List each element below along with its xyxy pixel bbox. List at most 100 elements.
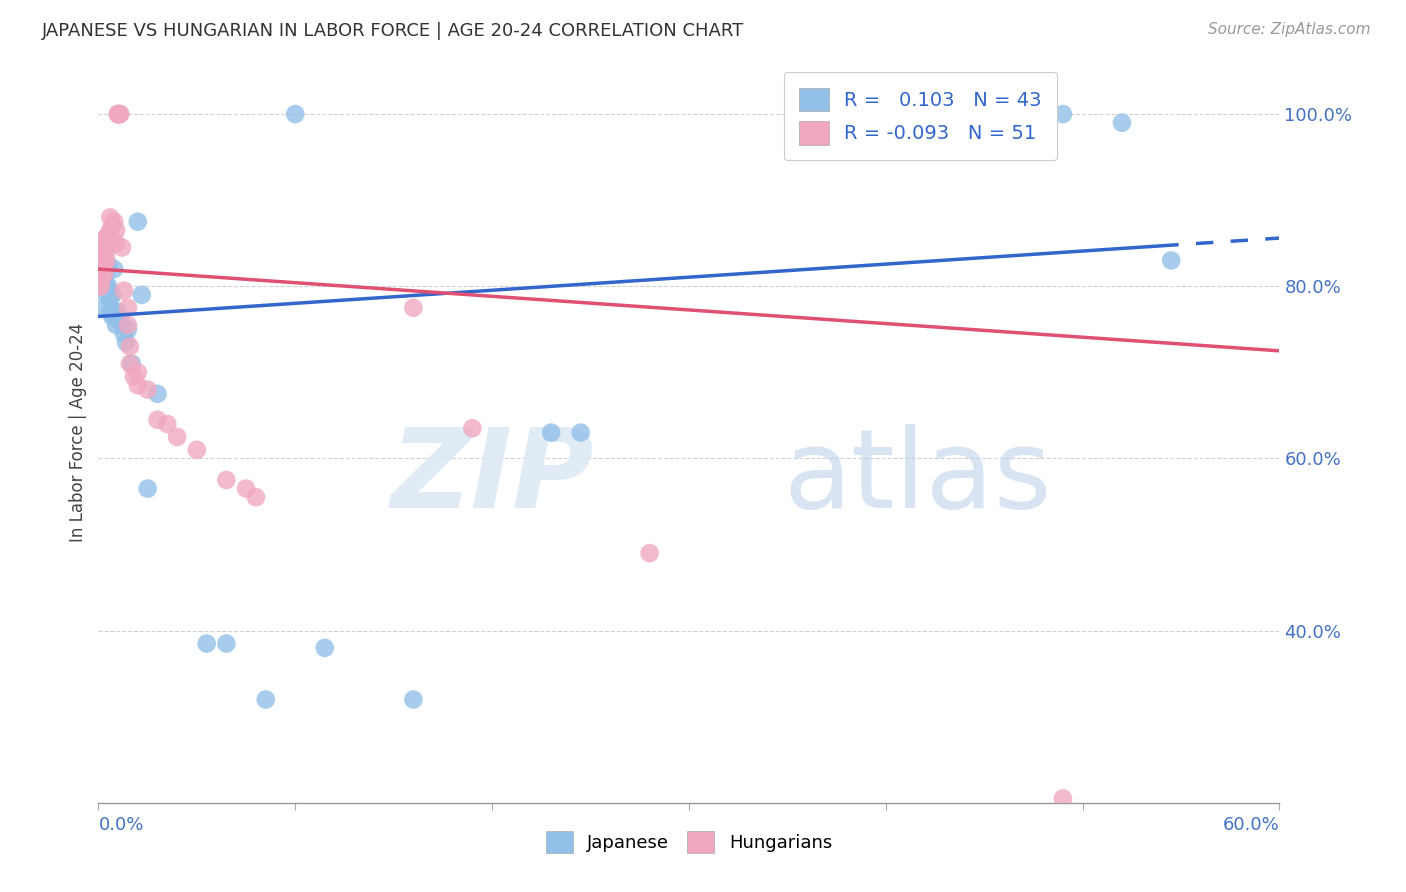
Point — [127, 378, 149, 392]
Point — [96, 279, 118, 293]
Point — [89, 279, 111, 293]
Point — [101, 219, 124, 233]
Point — [107, 305, 129, 319]
Point — [105, 236, 128, 251]
Point — [89, 262, 111, 277]
Point — [107, 107, 129, 121]
Point — [97, 227, 120, 242]
Point — [108, 107, 131, 121]
Point — [108, 314, 131, 328]
Text: ZIP: ZIP — [391, 424, 595, 531]
Point — [93, 244, 115, 259]
Point — [146, 413, 169, 427]
Point — [461, 421, 484, 435]
Point — [98, 211, 121, 225]
Point — [93, 266, 115, 280]
Point — [103, 262, 125, 277]
Point — [107, 107, 129, 121]
Point — [89, 284, 111, 298]
Point — [93, 279, 115, 293]
Legend: Japanese, Hungarians: Japanese, Hungarians — [538, 824, 839, 861]
Point — [115, 335, 138, 350]
Point — [254, 692, 277, 706]
Point — [98, 305, 121, 319]
Point — [97, 258, 120, 272]
Point — [89, 266, 111, 280]
Point — [166, 430, 188, 444]
Point — [146, 387, 169, 401]
Point — [131, 288, 153, 302]
Text: 60.0%: 60.0% — [1223, 815, 1279, 834]
Point — [91, 270, 114, 285]
Text: Source: ZipAtlas.com: Source: ZipAtlas.com — [1208, 22, 1371, 37]
Point — [93, 253, 115, 268]
Point — [108, 107, 131, 121]
Point — [93, 232, 115, 246]
Point — [118, 357, 141, 371]
Point — [186, 442, 208, 457]
Point — [107, 107, 129, 121]
Point — [117, 301, 139, 315]
Point — [284, 107, 307, 121]
Point — [1111, 116, 1133, 130]
Point — [91, 262, 114, 277]
Text: 0.0%: 0.0% — [98, 815, 143, 834]
Point — [96, 266, 118, 280]
Point — [215, 636, 238, 650]
Point — [98, 292, 121, 306]
Point — [89, 253, 111, 268]
Y-axis label: In Labor Force | Age 20-24: In Labor Force | Age 20-24 — [69, 323, 87, 542]
Text: atlas: atlas — [783, 424, 1052, 531]
Point — [91, 244, 114, 259]
Point — [107, 107, 129, 121]
Point — [540, 425, 562, 440]
Point — [103, 215, 125, 229]
Point — [101, 310, 124, 324]
Point — [121, 357, 143, 371]
Point — [112, 326, 135, 341]
Point — [97, 279, 120, 293]
Point — [89, 279, 111, 293]
Point — [96, 253, 118, 268]
Point — [1160, 253, 1182, 268]
Point — [111, 240, 134, 255]
Point — [96, 232, 118, 246]
Point — [96, 244, 118, 259]
Point — [91, 253, 114, 268]
Point — [569, 425, 592, 440]
Point — [117, 318, 139, 332]
Point — [89, 270, 111, 285]
Point — [402, 301, 425, 315]
Point — [402, 692, 425, 706]
Point — [638, 546, 661, 560]
Point — [1052, 791, 1074, 805]
Point — [136, 482, 159, 496]
Point — [91, 262, 114, 277]
Point — [89, 275, 111, 289]
Point — [314, 640, 336, 655]
Point — [127, 215, 149, 229]
Point — [136, 383, 159, 397]
Point — [215, 473, 238, 487]
Point — [97, 236, 120, 251]
Point — [101, 288, 124, 302]
Point — [118, 339, 141, 353]
Point — [156, 417, 179, 431]
Point — [98, 223, 121, 237]
Point — [122, 369, 145, 384]
Point — [91, 270, 114, 285]
Point — [195, 636, 218, 650]
Point — [93, 258, 115, 272]
Text: JAPANESE VS HUNGARIAN IN LABOR FORCE | AGE 20-24 CORRELATION CHART: JAPANESE VS HUNGARIAN IN LABOR FORCE | A… — [42, 22, 744, 40]
Point — [117, 322, 139, 336]
Point — [105, 318, 128, 332]
Point — [245, 490, 267, 504]
Point — [112, 284, 135, 298]
Point — [93, 301, 115, 315]
Point — [235, 482, 257, 496]
Point — [105, 223, 128, 237]
Point — [111, 318, 134, 332]
Point — [127, 365, 149, 379]
Point — [89, 279, 111, 293]
Point — [1052, 107, 1074, 121]
